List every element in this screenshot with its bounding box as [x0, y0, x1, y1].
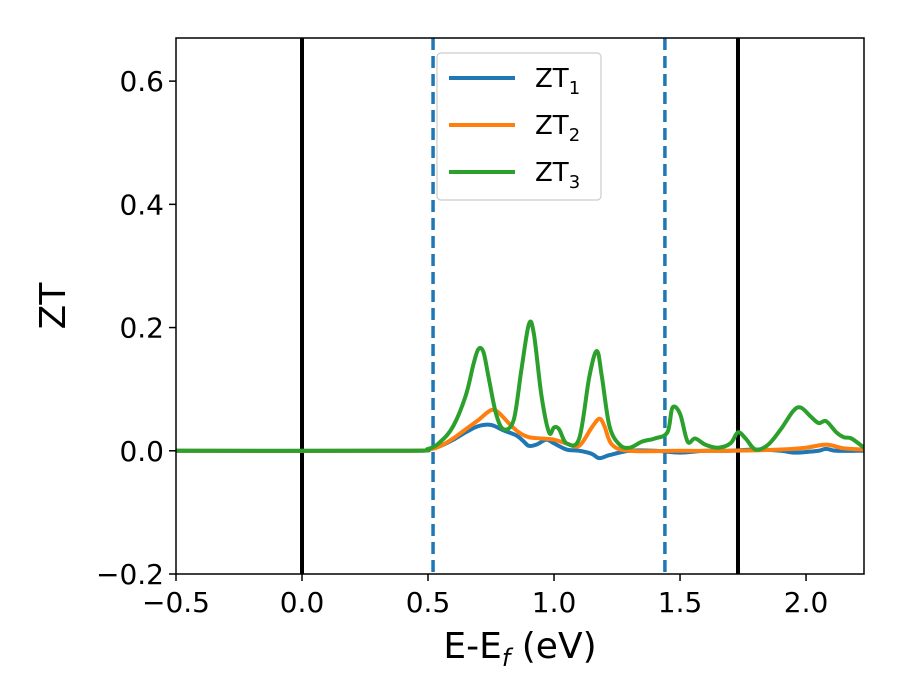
y-tick-label: 0.2: [119, 312, 164, 345]
reference-lines: [300, 38, 740, 574]
y-tick-label: 0.0: [119, 435, 164, 468]
series-layer: [176, 319, 864, 461]
series-line-zt1: [176, 422, 864, 461]
legend-label: ZT3: [535, 158, 580, 193]
legend-entry-zt3: ZT3: [449, 158, 580, 193]
legend-entry-zt2: ZT2: [449, 111, 580, 146]
x-axis-label: E-Ef (eV): [443, 626, 596, 672]
x-tick-label: −0.5: [142, 586, 210, 619]
y-axis-label: ZT: [33, 282, 74, 330]
x-tick-label: 2.0: [784, 586, 829, 619]
y-tick-label: −0.2: [96, 558, 164, 591]
legend-label: ZT1: [535, 64, 580, 99]
legend-entry-zt1: ZT1: [449, 64, 580, 99]
y-tick-label: 0.6: [119, 65, 164, 98]
legend-label: ZT2: [535, 111, 580, 146]
plot-frame: [175, 37, 865, 575]
y-tick-label: 0.4: [119, 188, 164, 221]
y-axis-ticks: −0.2 0.0 0.2 0.4 0.6: [96, 65, 176, 591]
legend-box: [436, 52, 602, 201]
legend: ZT1 ZT2 ZT3: [436, 52, 602, 201]
series-line-zt3: [176, 319, 864, 453]
x-tick-label: 0.5: [406, 586, 451, 619]
x-tick-label: 0.0: [280, 586, 325, 619]
x-axis-ticks: −0.5 0.0 0.5 1.0 1.5 2.0: [142, 574, 828, 619]
series-line-zt2: [176, 407, 864, 454]
x-tick-label: 1.5: [658, 586, 703, 619]
x-tick-label: 1.0: [532, 586, 577, 619]
